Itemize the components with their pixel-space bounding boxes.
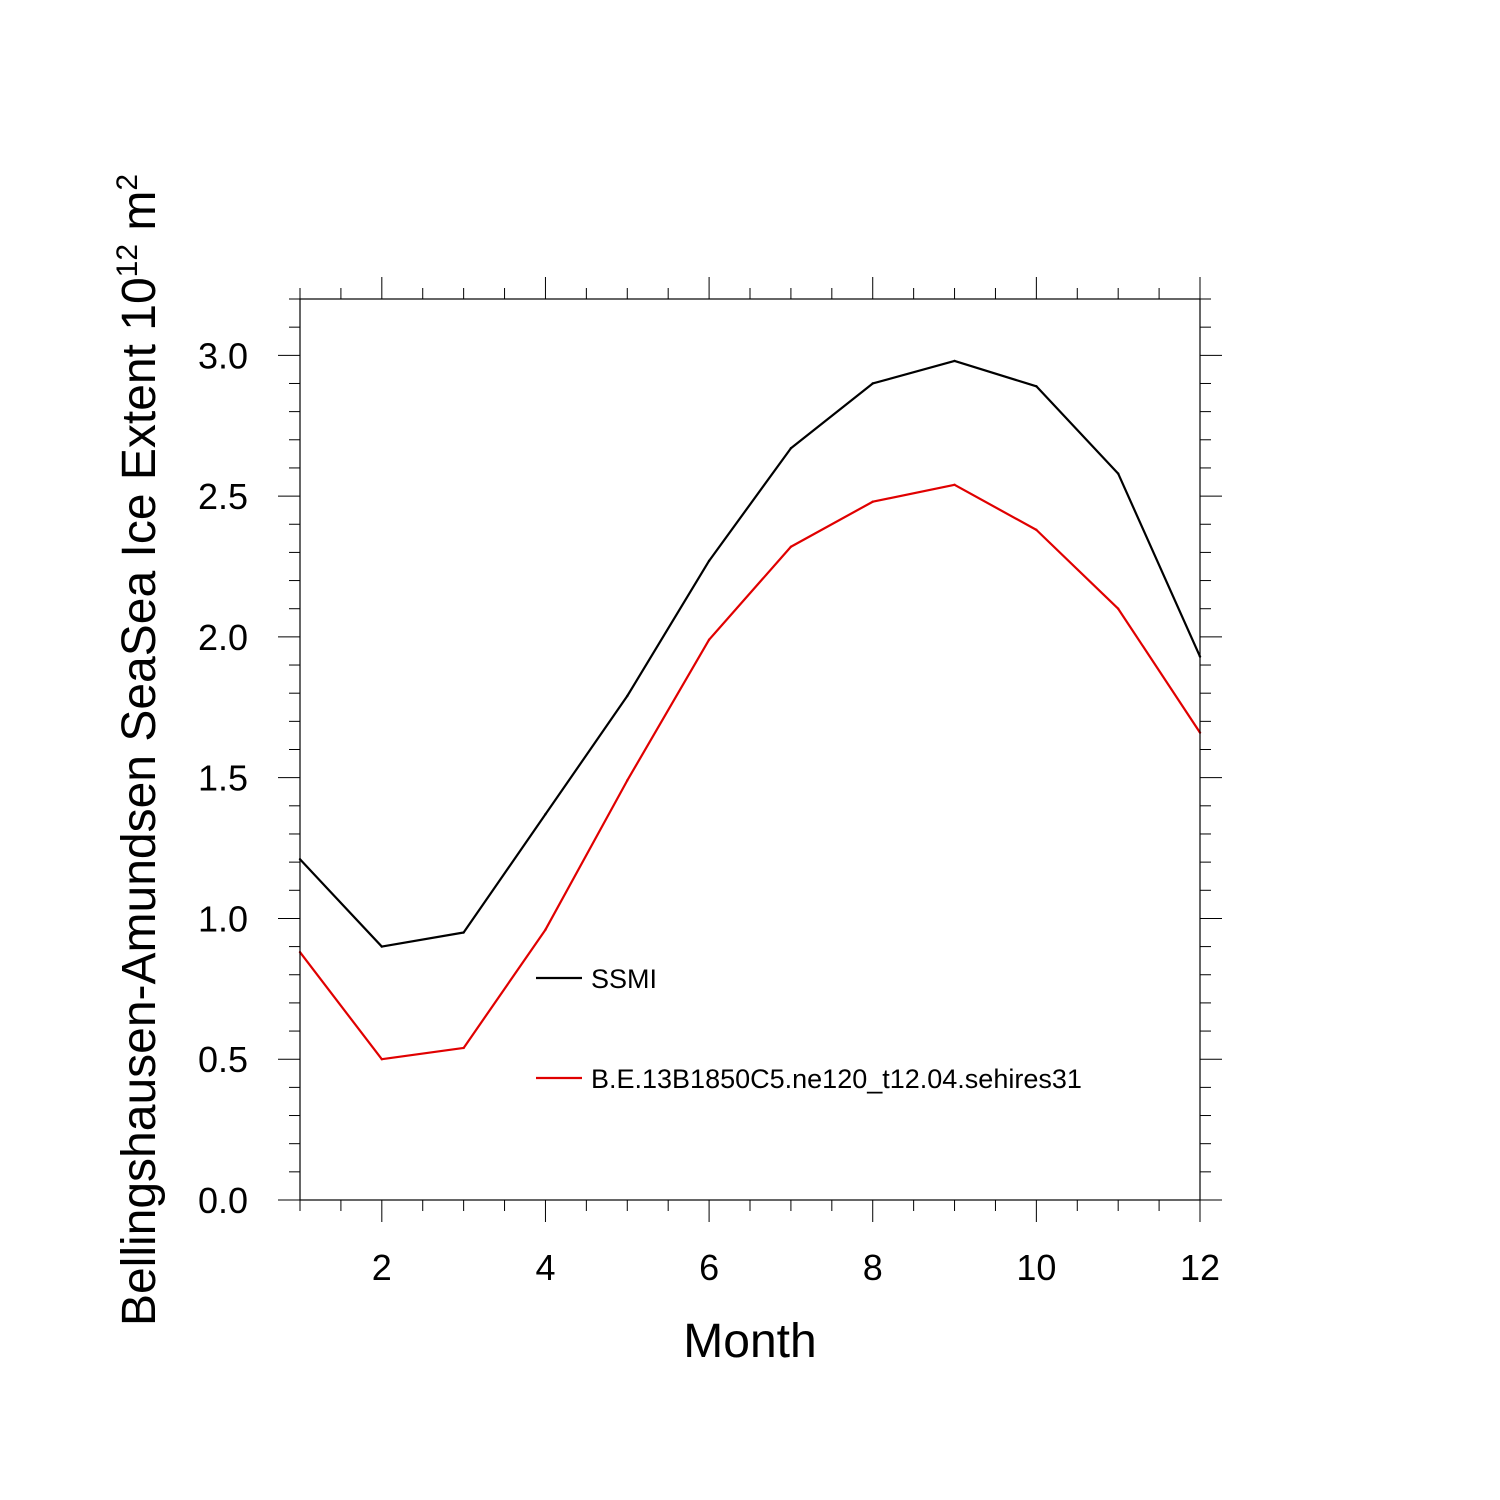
- series-1-point: [953, 359, 956, 363]
- series-2-point: [626, 779, 629, 782]
- x-tick-label: 4: [535, 1247, 555, 1288]
- y-tick-label: 0.5: [198, 1039, 248, 1080]
- legend-label-2: B.E.13B1850C5.ne120_t12.04.sehires31: [591, 1064, 1082, 1094]
- series-1-point: [626, 694, 629, 698]
- series-lines: [298, 359, 1202, 1061]
- y-axis-label-exponent: 12: [111, 244, 144, 277]
- y-axis-label-unit-exponent: 2: [111, 174, 144, 191]
- legend: SSMI B.E.13B1850C5.ne120_t12.04.sehires31: [536, 964, 1082, 1094]
- series-2-point: [953, 483, 956, 487]
- series-1-point: [544, 813, 547, 816]
- series-1-point: [1116, 472, 1120, 475]
- y-tick-label: 0.0: [198, 1180, 248, 1221]
- series-1-point: [871, 382, 874, 385]
- y-axis-label-main: Bellingshausen-Amundsen SeaSea Ice Exten…: [113, 277, 166, 1326]
- series-1-point: [707, 559, 711, 563]
- x-tick-label: 2: [372, 1247, 392, 1288]
- x-axis-label: Month: [683, 1315, 816, 1368]
- x-tick-label: 10: [1016, 1247, 1056, 1288]
- series-2-point: [871, 500, 874, 503]
- tick-marks: [278, 277, 1222, 1222]
- y-axis-label: Bellingshausen-Amundsen SeaSea Ice Exten…: [111, 174, 166, 1326]
- y-tick-label: 3.0: [198, 335, 248, 376]
- x-tick-label: 12: [1180, 1247, 1220, 1288]
- plot-frame: [299, 298, 1201, 1201]
- tick-labels: 2 4 6 8 10 12 0.0 0.5 1.0 1.5 2.0 2.5 3.0: [198, 335, 1220, 1288]
- series-2-point: [1035, 528, 1038, 532]
- series-2-point: [380, 1058, 384, 1061]
- x-tick-label: 8: [863, 1247, 883, 1288]
- series-2-point: [789, 545, 793, 548]
- y-tick-label: 1.0: [198, 898, 248, 939]
- series-2-point: [544, 928, 547, 931]
- series-1-point: [462, 931, 465, 934]
- y-tick-label: 1.5: [198, 758, 248, 799]
- y-tick-label: 2.5: [198, 476, 248, 517]
- series-2-point: [707, 638, 711, 641]
- series-line-1: [299, 359, 1202, 948]
- series-1-point: [1035, 385, 1038, 388]
- legend-label-1: SSMI: [591, 964, 657, 994]
- y-tick-label: 2.0: [198, 617, 248, 658]
- series-1-point: [380, 945, 384, 948]
- x-tick-label: 6: [699, 1247, 719, 1288]
- series-line-2: [299, 483, 1201, 1061]
- y-axis-label-unit: m: [113, 191, 166, 244]
- series-2-point: [462, 1046, 465, 1050]
- series-2-point: [1116, 607, 1120, 610]
- series-1-point: [789, 447, 793, 450]
